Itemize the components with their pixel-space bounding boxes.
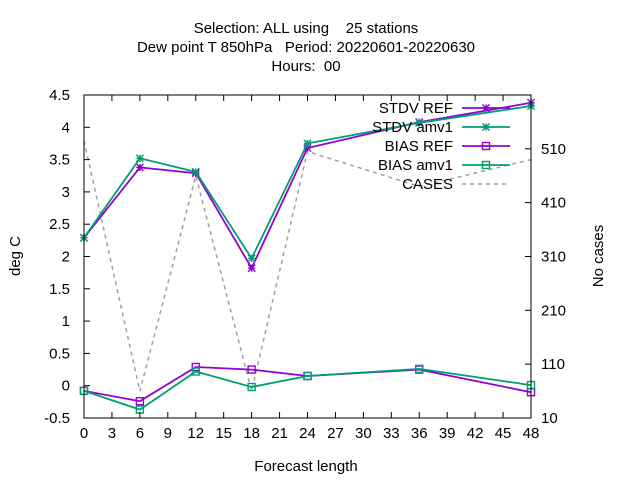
data-point-bias-amv1 [247, 382, 256, 392]
x-tick-label: 6 [136, 425, 144, 442]
data-point-bias-ref [191, 362, 200, 372]
chart-title-line-1: Selection: ALL using 25 stations [194, 20, 419, 37]
data-point-stdv-amv1 [191, 167, 200, 176]
x-tick-label: 12 [187, 425, 204, 442]
y-tick-label: 2 [62, 249, 70, 266]
legend-label-stdv-ref: STDV REF [379, 100, 453, 117]
x-tick-label: 3 [108, 425, 116, 442]
y2-tick-label: 510 [541, 141, 566, 158]
data-point-stdv-ref [247, 264, 256, 273]
legend-label-cases: CASES [402, 176, 453, 193]
y2-tick-label: 210 [541, 302, 566, 319]
y-tick-label: 3.5 [49, 152, 70, 169]
series-line-cases [83, 140, 532, 392]
data-point-stdv-amv1 [135, 154, 144, 163]
x-tick-label: 18 [243, 425, 260, 442]
y-axis-label: deg C [7, 236, 24, 276]
x-tick-label: 45 [495, 425, 512, 442]
chart-title-line-2: Dew point T 850hPa Period: 20220601-2022… [137, 39, 475, 56]
y-tick-label: 1.5 [49, 281, 70, 298]
legend-label-bias-ref: BIAS REF [385, 138, 453, 155]
legend-marker-bias-amv1 [481, 160, 491, 170]
x-tick-label: 9 [164, 425, 172, 442]
x-tick-label: 42 [467, 425, 484, 442]
x-tick-label: 15 [215, 425, 232, 442]
y-tick-label: 4.5 [49, 87, 70, 104]
legend-marker-stdv-amv1 [481, 122, 491, 132]
x-tick-label: 21 [271, 425, 288, 442]
data-point-bias-amv1 [191, 367, 200, 376]
x-tick-label: 24 [299, 425, 316, 442]
data-point-stdv-amv1 [247, 254, 256, 263]
y2-tick-label: 410 [541, 195, 566, 212]
data-point-stdv-amv1 [415, 118, 424, 127]
x-axis-label: Forecast length [254, 458, 357, 475]
x-tick-label: 30 [355, 425, 372, 442]
x-tick-label: 27 [327, 425, 344, 442]
legend-label-stdv-amv1: STDV amv1 [372, 119, 453, 136]
y-tick-label: -0.5 [44, 410, 70, 427]
series-line-bias-amv1 [83, 367, 532, 411]
y-tick-label: 1 [62, 313, 70, 330]
chart-title-line-3: Hours: 00 [271, 58, 340, 75]
data-point-bias-amv1 [415, 364, 424, 374]
y2-tick-label: 10 [541, 410, 558, 427]
data-point-stdv-amv1 [303, 139, 312, 148]
x-tick-label: 36 [411, 425, 428, 442]
data-point-bias-ref [247, 365, 256, 374]
x-tick-label: 0 [80, 425, 88, 442]
data-point-stdv-ref [135, 163, 144, 172]
x-tick-label: 33 [383, 425, 400, 442]
data-point-bias-ref [135, 397, 145, 406]
legend: STDV REF STDV amv1 BIAS REF BIAS amv1 CASES [372, 100, 510, 193]
y-tick-label: 2.5 [49, 216, 70, 233]
legend-label-bias-amv1: BIAS amv1 [378, 157, 453, 174]
legend-marker-bias-ref [481, 141, 491, 151]
data-point-bias-amv1 [303, 371, 312, 381]
y-tick-label: 4 [62, 119, 70, 136]
series-line-stdv-amv1 [83, 105, 532, 261]
y2-tick-label: 310 [541, 249, 566, 266]
y-tick-label: 3 [62, 184, 70, 201]
y2-tick-label: 110 [541, 356, 565, 373]
y-tick-label: 0.5 [49, 345, 70, 362]
x-tick-label: 39 [439, 425, 456, 442]
y2-axis-label: No cases [590, 225, 607, 288]
x-tick-label: 48 [523, 425, 540, 442]
legend-marker-stdv-ref [481, 103, 491, 113]
y-tick-label: 0 [62, 378, 70, 395]
